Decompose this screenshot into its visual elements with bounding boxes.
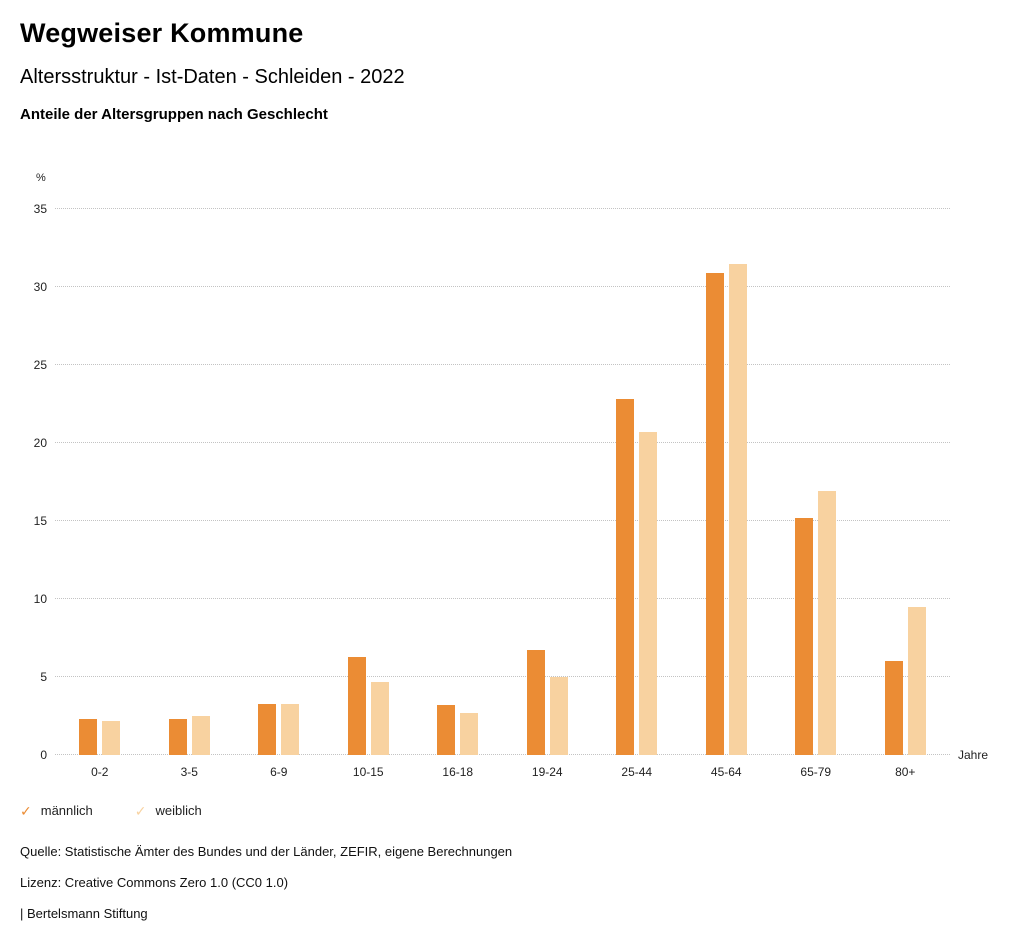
y-axis-unit-label: %: [36, 172, 46, 184]
bar-group-65-79: 65-79: [795, 209, 837, 779]
bar-weiblich: [460, 712, 479, 755]
legend-label: weiblich: [155, 803, 202, 818]
bar-weiblich: [639, 432, 658, 755]
y-tick-label-20: 20: [33, 436, 47, 450]
x-axis-unit-label: Jahre: [958, 748, 989, 762]
check-icon: ✓: [134, 802, 147, 819]
x-tick-label-65-79: 65-79: [800, 765, 832, 779]
bar-weiblich: [549, 677, 568, 755]
bar-group-16-18: 16-18: [437, 209, 479, 779]
bar-weiblich: [191, 716, 210, 755]
bar-groups: 0-2 3-5 6-9 10-15 16-18 19-24 25-44 45-64 65-79 8…: [55, 209, 950, 779]
gridline-15: [55, 520, 950, 521]
bar-group-6-9: 6-9: [258, 209, 300, 779]
gridline-20: [55, 442, 950, 443]
x-tick-label-16-18: 16-18: [442, 765, 474, 779]
y-tick-label-30: 30: [33, 280, 47, 294]
bar-männlich: [795, 517, 814, 755]
bar-männlich: [79, 719, 98, 755]
x-tick-label-0-2: 0-2: [91, 765, 109, 779]
bar-männlich: [526, 650, 545, 755]
check-icon: ✓: [20, 802, 32, 819]
page-subtitle: Altersstruktur - Ist-Daten - Schleiden -…: [20, 66, 405, 88]
page-title: Wegweiser Kommune: [20, 18, 304, 48]
bar-group-3-5: 3-5: [168, 209, 210, 779]
bar-weiblich: [907, 606, 926, 755]
y-tick-label-10: 10: [33, 592, 47, 606]
bar-weiblich: [281, 703, 300, 755]
y-tick-label-15: 15: [33, 514, 47, 528]
gridline-0: [55, 754, 950, 755]
bar-group-80+: 80+: [884, 209, 926, 779]
legend-item-weiblich[interactable]: ✓ weiblich: [135, 803, 202, 818]
gridline-35: [55, 208, 950, 209]
gridline-10: [55, 598, 950, 599]
legend-label: männlich: [40, 803, 93, 818]
legend-item-männlich[interactable]: ✓ männlich: [20, 803, 93, 818]
chart-heading: Anteile der Altersgruppen nach Geschlech…: [20, 106, 328, 123]
bar-weiblich: [728, 263, 747, 755]
y-tick-label-0: 0: [40, 748, 47, 762]
bar-männlich: [258, 703, 277, 755]
bar-weiblich: [102, 720, 121, 755]
bar-weiblich: [370, 681, 389, 755]
bar-group-0-2: 0-2: [79, 209, 121, 779]
x-tick-label-6-9: 6-9: [270, 765, 288, 779]
x-tick-label-19-24: 19-24: [531, 765, 563, 779]
gridline-5: [55, 676, 950, 677]
bar-männlich: [616, 399, 635, 755]
bar-group-19-24: 19-24: [526, 209, 568, 779]
y-tick-label-5: 5: [40, 670, 47, 684]
bar-weiblich: [818, 491, 837, 755]
y-tick-label-25: 25: [33, 358, 47, 372]
bar-group-10-15: 10-15: [347, 209, 389, 779]
y-tick-label-35: 35: [33, 202, 47, 216]
bar-männlich: [884, 661, 903, 755]
bar-chart-plot-area: 0 5 10 15 20 25 30 35 0-2 3-5 6-9 10-15 16-18 19-24 25…: [34, 203, 988, 779]
bar-männlich: [437, 705, 456, 755]
gridline-30: [55, 286, 950, 287]
x-tick-label-3-5: 3-5: [180, 765, 198, 779]
bar-männlich: [705, 272, 724, 755]
bar-group-45-64: 45-64: [705, 209, 747, 779]
footer-source: Quelle: Statistische Ämter des Bundes un…: [20, 844, 513, 859]
bar-männlich: [168, 719, 187, 755]
x-tick-label-80+: 80+: [895, 765, 916, 779]
footer-license: Lizenz: Creative Commons Zero 1.0 (CC0 1…: [20, 875, 289, 890]
chart-legend: ✓ männlich ✓ weiblich: [20, 803, 202, 818]
bar-männlich: [347, 656, 366, 755]
x-tick-label-45-64: 45-64: [710, 765, 742, 779]
gridline-25: [55, 364, 950, 365]
x-tick-label-10-15: 10-15: [352, 765, 384, 779]
x-tick-label-25-44: 25-44: [621, 765, 653, 779]
bar-group-25-44: 25-44: [616, 209, 658, 779]
footer-attribution: | Bertelsmann Stiftung: [20, 906, 148, 921]
